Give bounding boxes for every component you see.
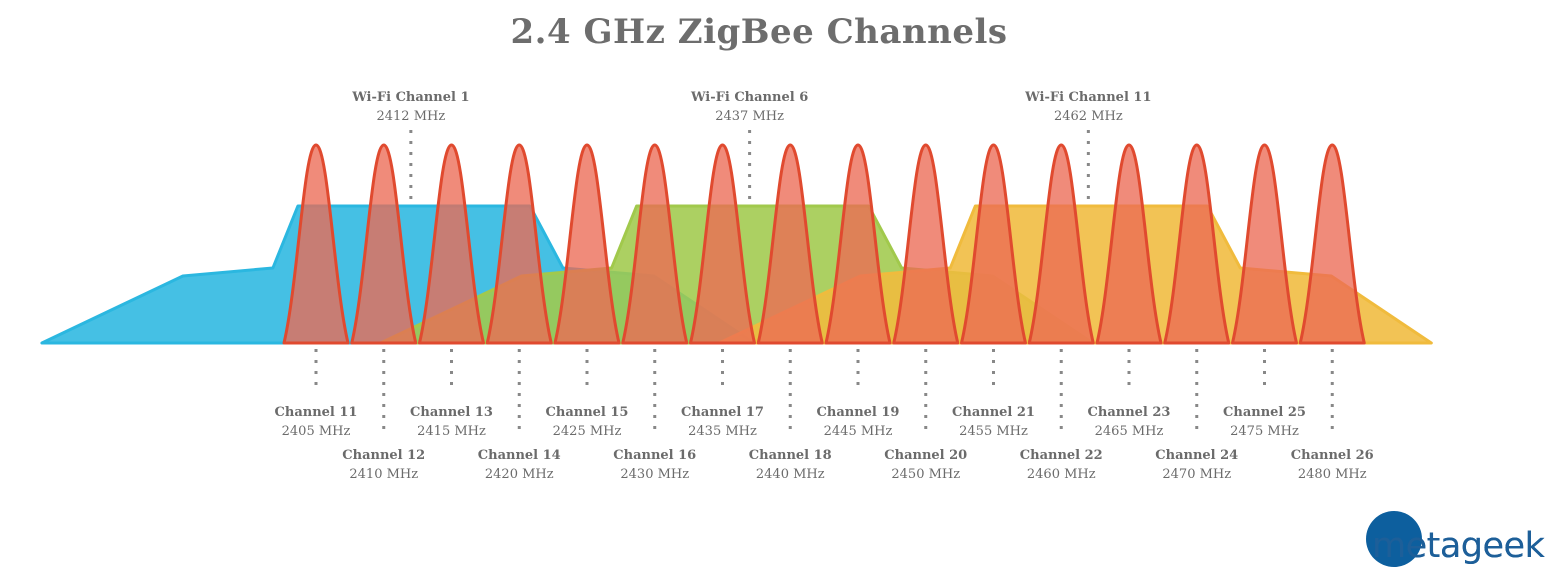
zigbee-channel-peak: [892, 143, 960, 345]
logo-wordmark: metageek: [1372, 526, 1545, 566]
zigbee-channel-name: Channel 26: [1291, 448, 1374, 463]
zigbee-channel-freq: 2465 MHz: [1095, 424, 1164, 439]
zigbee-spectrum-layer: [282, 143, 1366, 345]
zigbee-channel-peak: [485, 143, 553, 345]
zigbee-channel-name: Channel 20: [884, 448, 967, 463]
zigbee-channel-name: Channel 19: [817, 405, 900, 420]
zigbee-channel-peak: [1027, 143, 1095, 345]
zigbee-channel-freq: 2445 MHz: [824, 424, 893, 439]
zigbee-channel-freq: 2470 MHz: [1162, 467, 1231, 482]
zigbee-channel-name: Channel 18: [749, 448, 832, 463]
zigbee-channel-name: Channel 13: [410, 405, 493, 420]
zigbee-channel-freq: 2435 MHz: [688, 424, 757, 439]
zigbee-channel-peak: [1163, 143, 1231, 345]
zigbee-channel-peak: [756, 143, 824, 345]
zigbee-channel-peak: [282, 143, 350, 345]
chart-title: 2.4 GHz ZigBee Channels: [510, 12, 1008, 52]
wifi-channel-name: Wi-Fi Channel 6: [690, 90, 808, 105]
zigbee-channel-peak: [1231, 143, 1298, 345]
zigbee-channel-freq: 2410 MHz: [349, 467, 418, 482]
zigbee-channel-name: Channel 23: [1088, 405, 1171, 420]
zigbee-channel-peak: [621, 143, 689, 345]
zigbee-channel-name: Channel 24: [1155, 448, 1238, 463]
zigbee-channel-peak: [1095, 143, 1163, 345]
zigbee-channel-freq: 2430 MHz: [620, 467, 689, 482]
zigbee-channel-name: Channel 17: [681, 405, 764, 420]
zigbee-channel-freq: 2440 MHz: [756, 467, 825, 482]
wifi-channel-freq: 2412 MHz: [376, 109, 445, 124]
zigbee-channel-peak: [960, 143, 1027, 345]
zigbee-channel-freq: 2480 MHz: [1298, 467, 1367, 482]
zigbee-channel-peak: [553, 143, 621, 345]
wifi-channel-name: Wi-Fi Channel 11: [1024, 90, 1151, 105]
label-layer: Wi-Fi Channel 1 2412 MHz Wi-Fi Channel 6 24…: [275, 90, 1374, 482]
zigbee-channel-peak: [1298, 143, 1366, 345]
zigbee-channel-freq: 2460 MHz: [1027, 467, 1096, 482]
zigbee-channel-name: Channel 22: [1020, 448, 1103, 463]
zigbee-channel-freq: 2475 MHz: [1230, 424, 1299, 439]
zigbee-channel-name: Channel 14: [478, 448, 561, 463]
logo-circle: [1366, 511, 1422, 567]
zigbee-channel-peak: [824, 143, 892, 345]
wifi-channel-name: Wi-Fi Channel 1: [351, 90, 469, 105]
zigbee-channel-freq: 2415 MHz: [417, 424, 486, 439]
metageek-logo: metageek: [1362, 508, 1552, 570]
zigbee-channel-name: Channel 25: [1223, 405, 1306, 420]
wifi-channel-freq: 2437 MHz: [715, 109, 784, 124]
zigbee-channel-freq: 2420 MHz: [485, 467, 554, 482]
zigbee-channel-name: Channel 11: [275, 405, 358, 420]
zigbee-channel-peak: [418, 143, 485, 345]
zigbee-channel-freq: 2455 MHz: [959, 424, 1028, 439]
zigbee-channel-freq: 2425 MHz: [553, 424, 622, 439]
zigbee-channel-name: Channel 12: [342, 448, 425, 463]
zigbee-channel-name: Channel 15: [546, 405, 629, 420]
wifi-channel-freq: 2462 MHz: [1054, 109, 1123, 124]
zigbee-channel-name: Channel 16: [613, 448, 696, 463]
zigbee-channel-name: Channel 21: [952, 405, 1035, 420]
zigbee-channel-freq: 2450 MHz: [891, 467, 960, 482]
zigbee-channel-peak: [350, 143, 418, 345]
zigbee-channel-freq: 2405 MHz: [282, 424, 351, 439]
guide-dots-layer: [314, 130, 1334, 435]
zigbee-channel-peak: [689, 143, 756, 345]
